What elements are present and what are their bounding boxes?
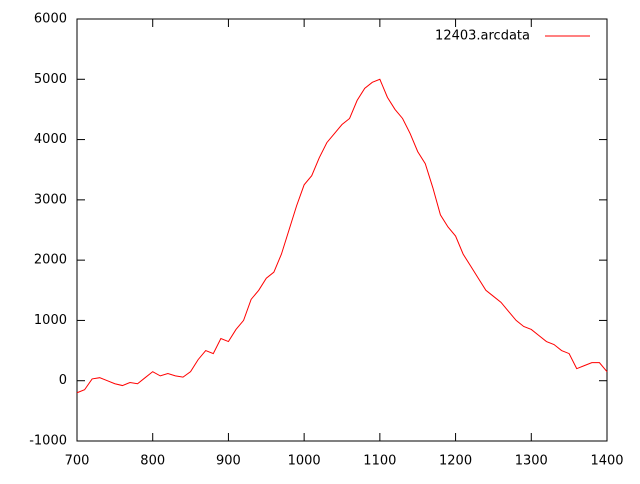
- y-tick-label: 4000: [34, 132, 67, 147]
- x-tick-label: 1100: [363, 454, 396, 469]
- y-tick-label: 3000: [34, 192, 67, 207]
- x-tick-label: 1200: [439, 454, 472, 469]
- x-tick-label: 1400: [590, 454, 623, 469]
- y-tick-label: 2000: [34, 253, 67, 268]
- series-line: [76, 78, 608, 394]
- x-tick-label: 1300: [515, 454, 548, 469]
- y-tick-label: 6000: [34, 12, 67, 27]
- x-tick-label: 900: [216, 454, 241, 469]
- y-tick-label: 5000: [34, 72, 67, 87]
- x-tick-label: 1000: [288, 454, 321, 469]
- y-tick-label: 1000: [34, 313, 67, 328]
- plot-frame: [76, 18, 608, 442]
- y-tick-label: 0: [59, 373, 67, 388]
- x-tick-label: 800: [140, 454, 165, 469]
- y-tick-label: -1000: [29, 434, 67, 449]
- x-tick-label: 700: [65, 454, 90, 469]
- legend-label: 12403.arcdata: [435, 29, 530, 44]
